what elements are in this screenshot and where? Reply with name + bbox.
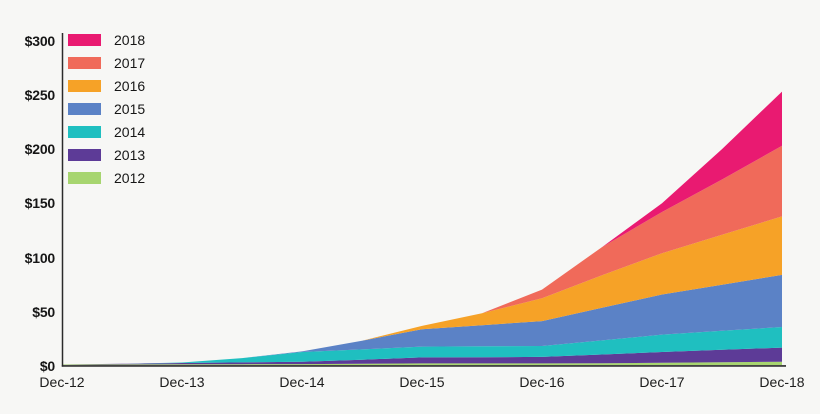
y-tick-label: $150 [24, 195, 56, 212]
x-tick-label: Dec-12 [39, 374, 85, 390]
legend-item-2012: 2012 [68, 170, 146, 186]
legend-item-2014: 2014 [68, 124, 146, 140]
legend-label: 2018 [114, 32, 146, 48]
area-band-2014 [62, 327, 782, 365]
x-tick-label: Dec-18 [759, 374, 805, 390]
legend: 2018 2017 2016 2015 2014 2013 2012 [68, 32, 146, 195]
legend-label: 2017 [114, 55, 146, 71]
legend-swatch-2018 [68, 34, 101, 46]
legend-label: 2015 [114, 101, 146, 117]
legend-swatch-2013 [68, 149, 101, 161]
legend-swatch-2017 [68, 57, 101, 69]
legend-label: 2016 [114, 78, 146, 94]
area-band-2013 [62, 347, 782, 365]
legend-label: 2012 [114, 170, 146, 186]
legend-swatch-2014 [68, 126, 101, 138]
y-tick-label: $100 [24, 249, 56, 266]
legend-item-2016: 2016 [68, 78, 146, 94]
area-band-2012 [62, 361, 782, 365]
legend-swatch-2016 [68, 80, 101, 92]
legend-item-2015: 2015 [68, 101, 146, 117]
area-band-2016 [62, 216, 782, 365]
legend-label: 2013 [114, 147, 146, 163]
area-band-2017 [62, 145, 782, 365]
y-tick-label: $0 [39, 358, 55, 374]
y-tick-label: $200 [24, 141, 56, 157]
x-tick-label: Dec-16 [519, 374, 565, 390]
x-tick-label: Dec-17 [639, 374, 685, 390]
legend-item-2018: 2018 [68, 32, 146, 48]
legend-item-2013: 2013 [68, 147, 146, 163]
y-tick-label: $250 [24, 86, 56, 103]
area-band-2015 [62, 274, 782, 365]
y-tick-label: $300 [24, 32, 56, 49]
legend-label: 2014 [114, 124, 146, 140]
x-tick-label: Dec-14 [279, 374, 325, 390]
y-tick-label: $50 [32, 303, 55, 320]
x-tick-label: Dec-15 [399, 374, 445, 390]
x-tick-label: Dec-13 [159, 374, 205, 390]
legend-swatch-2012 [68, 172, 101, 184]
legend-item-2017: 2017 [68, 55, 146, 71]
legend-swatch-2015 [68, 103, 101, 115]
